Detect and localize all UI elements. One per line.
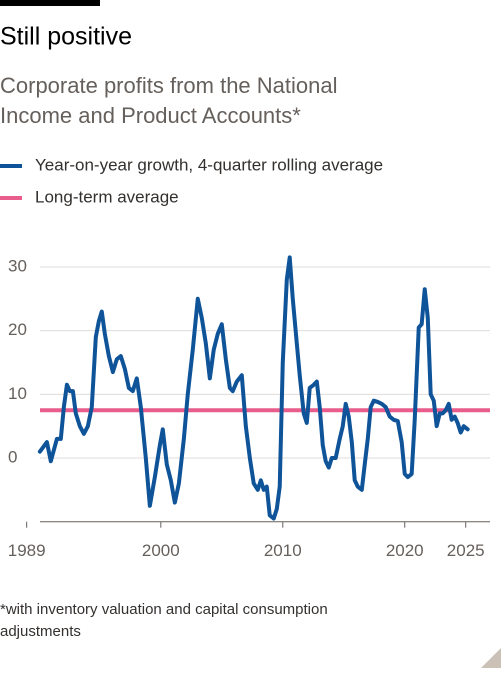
x-tick-label: 2025 [447,541,485,560]
chart-title: Still positive [0,23,132,51]
legend-label: Long-term average [35,187,179,206]
x-tick-label: 2000 [142,541,180,560]
data-line [37,255,470,521]
footnote: adjustments [0,623,81,640]
y-tick-label: 20 [8,320,27,339]
x-tick-label: 2020 [386,541,424,560]
y-tick-label: 10 [8,384,27,403]
corner-fold [481,648,501,668]
brand-bar [0,0,100,6]
chart-subtitle: Corporate profits from the National [0,73,338,98]
x-tick-label: 2010 [264,541,302,560]
chart-subtitle: Income and Product Accounts* [0,103,301,128]
x-tick-label: 1989 [8,541,46,560]
legend-label: Year-on-year growth, 4-quarter rolling a… [35,155,383,174]
y-tick-label: 30 [8,256,27,275]
footnote: *with inventory valuation and capital co… [0,601,328,618]
y-tick-label: 0 [8,447,17,466]
